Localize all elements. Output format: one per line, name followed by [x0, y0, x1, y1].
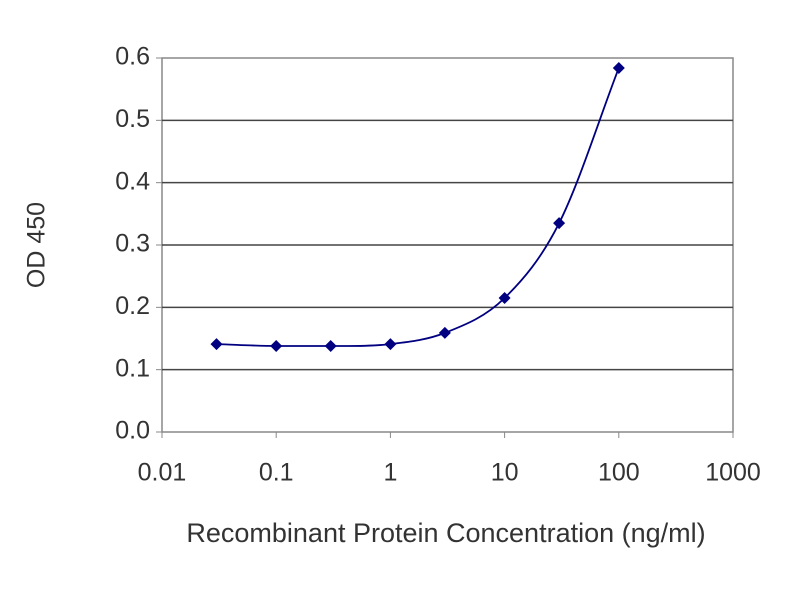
y-axis-label: OD 450 [23, 202, 51, 288]
x-tick-label: 100 [598, 459, 640, 487]
x-axis-label: Recombinant Protein Concentration (ng/ml… [186, 518, 705, 548]
x-tick-label: 0.1 [259, 459, 294, 487]
x-tick-label: 10 [491, 459, 519, 487]
y-tick-label: 0.6 [115, 43, 150, 71]
data-point [438, 326, 451, 339]
x-tick-label: 0.01 [138, 459, 187, 487]
x-tick-label: 1 [383, 459, 397, 487]
data-point [553, 217, 566, 230]
y-tick-label: 0.5 [115, 105, 150, 133]
data-point [270, 339, 283, 352]
data-point [612, 61, 625, 74]
x-tick-label: 1000 [705, 459, 761, 487]
data-point [210, 338, 223, 351]
data-point [384, 338, 397, 351]
y-tick-label: 0.4 [115, 167, 150, 195]
y-tick-label: 0.1 [115, 354, 150, 382]
data-point [324, 339, 337, 352]
data-point [498, 291, 511, 304]
y-tick-label: 0.2 [115, 292, 150, 320]
y-tick-label: 0.0 [115, 417, 150, 445]
y-tick-label: 0.3 [115, 230, 150, 258]
